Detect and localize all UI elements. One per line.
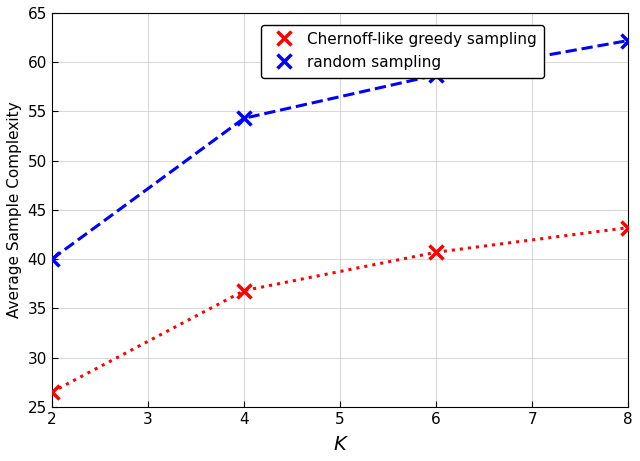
Chernoff-like greedy sampling <box>48 390 56 395</box>
random sampling <box>432 72 440 78</box>
Chernoff-like greedy sampling <box>432 249 440 255</box>
random sampling <box>240 116 248 121</box>
Line: random sampling: random sampling <box>45 34 635 266</box>
Chernoff-like greedy sampling <box>240 288 248 293</box>
Chernoff-like greedy sampling <box>625 225 632 230</box>
random sampling <box>625 38 632 43</box>
Y-axis label: Average Sample Complexity: Average Sample Complexity <box>7 101 22 318</box>
Legend: Chernoff-like greedy sampling, random sampling: Chernoff-like greedy sampling, random sa… <box>261 24 545 77</box>
X-axis label: K: K <box>333 435 346 454</box>
random sampling <box>48 256 56 262</box>
Line: Chernoff-like greedy sampling: Chernoff-like greedy sampling <box>45 221 635 399</box>
